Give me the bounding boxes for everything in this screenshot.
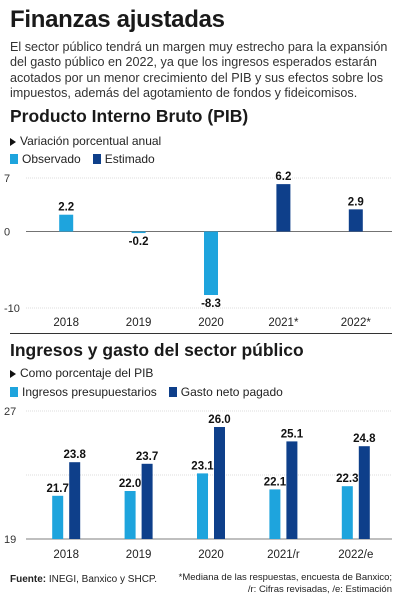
legend-item-observado: Observado: [10, 152, 81, 166]
data-label: 2.2: [58, 202, 74, 214]
ingresos-subtitle-text: Como porcentaje del PIB: [20, 366, 154, 380]
footnote-2: /r: Cifras revisadas, /e: Estimación: [247, 584, 392, 595]
ingresos-legend: Ingresos presupuestarios Gasto neto paga…: [10, 385, 283, 399]
footnotes: *Mediana de las respuestas, encuesta de …: [179, 572, 392, 596]
legend-swatch-dark: [92, 154, 101, 164]
page-title: Finanzas ajustadas: [10, 6, 225, 33]
x-tick-label: 2021/r: [267, 549, 300, 561]
pib-chart: 7 0 -10 2.2 2018 -0.2 2019 -8.3 2020 6.2 2021* 2.9 2…: [4, 171, 392, 329]
data-label: 23.7: [136, 451, 158, 463]
source-note: Fuente: INEGI, Banxico y SHCP.: [10, 574, 157, 585]
bar: [197, 473, 208, 539]
data-label: 23.1: [191, 460, 214, 472]
y-tick-label: 19: [4, 534, 16, 546]
pib-chart-title: Producto Interno Bruto (PIB): [10, 106, 249, 126]
legend-swatch-light: [10, 154, 18, 164]
data-label: -8.3: [201, 298, 221, 310]
section-divider: [10, 333, 392, 334]
data-label: 21.7: [47, 483, 69, 495]
x-tick-label: 2018: [53, 549, 79, 561]
bar: [124, 491, 136, 539]
pib-chart-subtitle: Variación porcentual anual: [10, 134, 161, 148]
data-label: 25.1: [281, 428, 304, 440]
source-text: INEGI, Banxico y SHCP.: [46, 574, 158, 585]
y-tick-label: -10: [4, 303, 20, 315]
data-label: 23.8: [64, 449, 87, 461]
x-tick-label: 2018: [53, 317, 79, 329]
legend-label-ingresos: Ingresos presupuestarios: [22, 385, 157, 399]
x-tick-label: 2022/e: [338, 549, 373, 561]
bar: [59, 214, 74, 232]
bar: [214, 427, 225, 539]
bar: [141, 463, 153, 539]
y-tick-label: 27: [4, 406, 16, 418]
bar: [131, 231, 146, 234]
x-tick-label: 2021*: [268, 317, 299, 329]
data-label: 26.0: [208, 414, 230, 426]
footnote-1: *Mediana de las respuestas, encuesta de …: [178, 572, 392, 583]
y-tick-label: 0: [4, 227, 10, 239]
legend-item-estimado: Estimado: [92, 152, 155, 166]
ingresos-chart-title: Ingresos y gasto del sector público: [10, 340, 304, 360]
x-tick-label: 2022*: [341, 317, 372, 329]
legend-item-gasto: Gasto neto pagado: [168, 385, 283, 399]
legend-label-observado: Observado: [22, 152, 81, 166]
legend-label-estimado: Estimado: [104, 152, 155, 166]
y-tick-label: 7: [4, 173, 10, 185]
bar: [52, 495, 64, 539]
data-label: 2.9: [348, 196, 364, 208]
data-label: -0.2: [129, 236, 149, 248]
source-label: Fuente:: [10, 574, 47, 585]
x-tick-label: 2020: [198, 549, 224, 561]
bar: [276, 184, 291, 232]
bar: [348, 209, 363, 232]
x-tick-label: 2019: [126, 317, 152, 329]
x-tick-label: 2019: [126, 549, 152, 561]
bar: [69, 462, 81, 539]
pib-subtitle-text: Variación porcentual anual: [20, 134, 162, 148]
bar: [341, 486, 353, 539]
pib-legend: Observado Estimado: [10, 152, 155, 166]
data-label: 24.8: [353, 433, 376, 445]
legend-item-ingresos: Ingresos presupuestarios: [10, 385, 157, 399]
legend-swatch-dark: [168, 387, 177, 397]
data-label: 6.2: [275, 171, 291, 183]
data-label: 22.1: [264, 476, 287, 488]
legend-label-gasto: Gasto neto pagado: [180, 385, 283, 399]
intro-text: El sector público tendrá un margen muy e…: [10, 40, 388, 101]
data-label: 22.3: [336, 473, 358, 485]
triangle-icon: [10, 370, 16, 378]
bar: [269, 489, 281, 539]
legend-swatch-light: [10, 387, 18, 397]
ingresos-chart: 27 19 21.7 23.8 2018 22.0 23.7 2019 23.1 26.0 2020…: [4, 406, 392, 561]
ingresos-chart-subtitle: Como porcentaje del PIB: [10, 366, 153, 380]
bar: [358, 446, 370, 539]
bar: [204, 231, 218, 295]
bar: [286, 441, 298, 539]
x-tick-label: 2020: [198, 317, 224, 329]
triangle-icon: [10, 138, 16, 146]
data-label: 22.0: [119, 478, 141, 490]
